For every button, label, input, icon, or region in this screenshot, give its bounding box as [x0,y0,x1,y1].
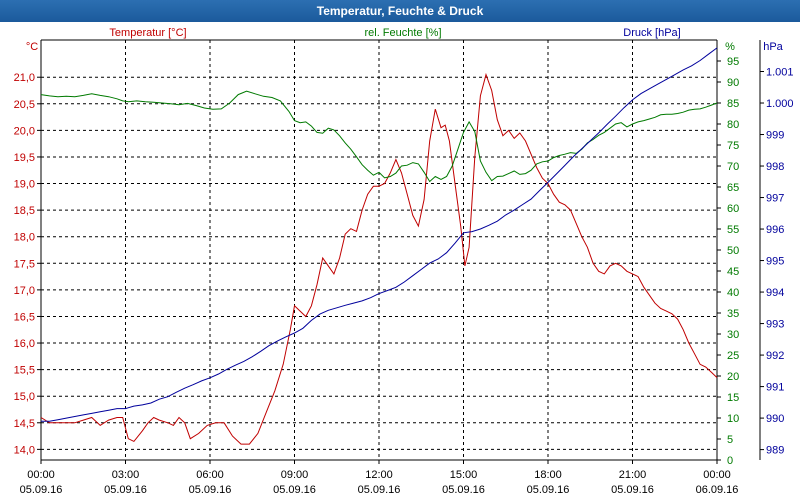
humidity-tick-label: 50 [727,245,739,257]
temperature-tick-label: 18,0 [14,232,35,244]
time-tick-label: 18:00 [534,469,562,481]
time-tick-label: 03:00 [112,469,140,481]
date-tick-label: 05.09.16 [104,484,147,496]
pressure-tick-label: 992 [766,350,784,362]
pressure-tick-label: 993 [766,319,784,331]
legend-humidity: rel. Feuchte [%] [364,27,441,39]
temperature-tick-label: 17,0 [14,285,35,297]
humidity-tick-label: 45 [727,266,739,278]
temperature-tick-label: 14,0 [14,444,35,456]
chart: Temperatur [°C] rel. Feuchte [%] Druck [… [14,27,794,496]
date-tick-label: 05.09.16 [611,484,654,496]
humidity-tick-label: 35 [727,308,739,320]
time-axis-ticks: 00:00 05.09.16 03:00 05.09.16 06:00 05.09.16 0… [20,460,739,496]
time-tick-label: 00:00 [703,469,731,481]
series-group [40,47,718,445]
humidity-tick-label: 20 [727,371,739,383]
temperature-tick-label: 17,5 [14,258,35,270]
humidity-axis-ticks: 0 5 10 15 20 25 30 35 40 45 50 55 60 65 70 75 80 85 90 95 [717,56,739,467]
temperature-tick-label: 19,5 [14,152,35,164]
temperature-tick-label: 20,0 [14,125,35,137]
humidity-tick-label: 65 [727,182,739,194]
temperature-tick-label: 14,5 [14,418,35,430]
temperature-tick-label: 21,0 [14,72,35,84]
temperature-tick-label: 19,0 [14,179,35,191]
date-tick-label: 05.09.16 [20,484,63,496]
humidity-tick-label: 60 [727,203,739,215]
date-tick-label: 05.09.16 [442,484,485,496]
date-tick-label: 05.09.16 [527,484,570,496]
temperature-tick-label: 15,0 [14,391,35,403]
pressure-axis-ticks: 989 990 991 992 993 994 995 996 997 998 999 1.000 1.… [760,67,794,457]
humidity-tick-label: 40 [727,287,739,299]
pressure-tick-label: 994 [766,287,784,299]
date-tick-label: 06.09.16 [696,484,739,496]
humidity-tick-label: 55 [727,224,739,236]
pressure-tick-label: 989 [766,445,784,457]
pressure-unit-label: hPa [763,41,783,53]
humidity-tick-label: 0 [727,455,733,467]
humidity-tick-label: 25 [727,350,739,362]
humidity-tick-label: 15 [727,392,739,404]
temperature-tick-label: 16,0 [14,338,35,350]
humidity-line [40,90,718,183]
time-tick-label: 06:00 [196,469,224,481]
pressure-tick-label: 998 [766,161,784,173]
humidity-tick-label: 75 [727,140,739,152]
pressure-tick-label: 990 [766,413,784,425]
time-tick-label: 21:00 [619,469,647,481]
humidity-tick-label: 80 [727,119,739,131]
pressure-tick-label: 997 [766,193,784,205]
time-tick-label: 12:00 [365,469,393,481]
legend-pressure: Druck [hPa] [623,27,680,39]
time-tick-label: 09:00 [281,469,309,481]
chart-title: Temperatur, Feuchte & Druck [0,0,800,22]
humidity-tick-label: 5 [727,434,733,446]
temperature-tick-label: 15,5 [14,365,35,377]
humidity-tick-label: 95 [727,56,739,68]
grid [41,40,717,460]
time-tick-label: 00:00 [27,469,55,481]
temperature-tick-label: 18,5 [14,205,35,217]
pressure-tick-label: 991 [766,382,784,394]
temperature-axis-ticks: 14,0 14,5 15,0 15,5 16,0 16,5 17,0 17,5 18,0 18,5… [14,72,41,456]
temperature-line [40,72,718,445]
legend-temperature: Temperatur [°C] [109,27,186,39]
date-tick-label: 05.09.16 [189,484,232,496]
pressure-tick-label: 1.001 [766,67,794,79]
humidity-tick-label: 85 [727,98,739,110]
humidity-tick-label: 30 [727,329,739,341]
pressure-line [41,47,718,422]
temperature-tick-label: 16,5 [14,312,35,324]
humidity-tick-label: 70 [727,161,739,173]
pressure-tick-label: 995 [766,256,784,268]
axes [40,39,761,461]
time-tick-label: 15:00 [450,469,478,481]
pressure-tick-label: 999 [766,130,784,142]
humidity-unit-label: % [725,41,735,53]
date-tick-label: 05.09.16 [273,484,316,496]
temperature-unit-label: °C [26,41,38,53]
humidity-tick-label: 90 [727,77,739,89]
temperature-tick-label: 20,5 [14,99,35,111]
pressure-tick-label: 996 [766,224,784,236]
date-tick-label: 05.09.16 [358,484,401,496]
humidity-tick-label: 10 [727,413,739,425]
pressure-tick-label: 1.000 [766,98,794,110]
